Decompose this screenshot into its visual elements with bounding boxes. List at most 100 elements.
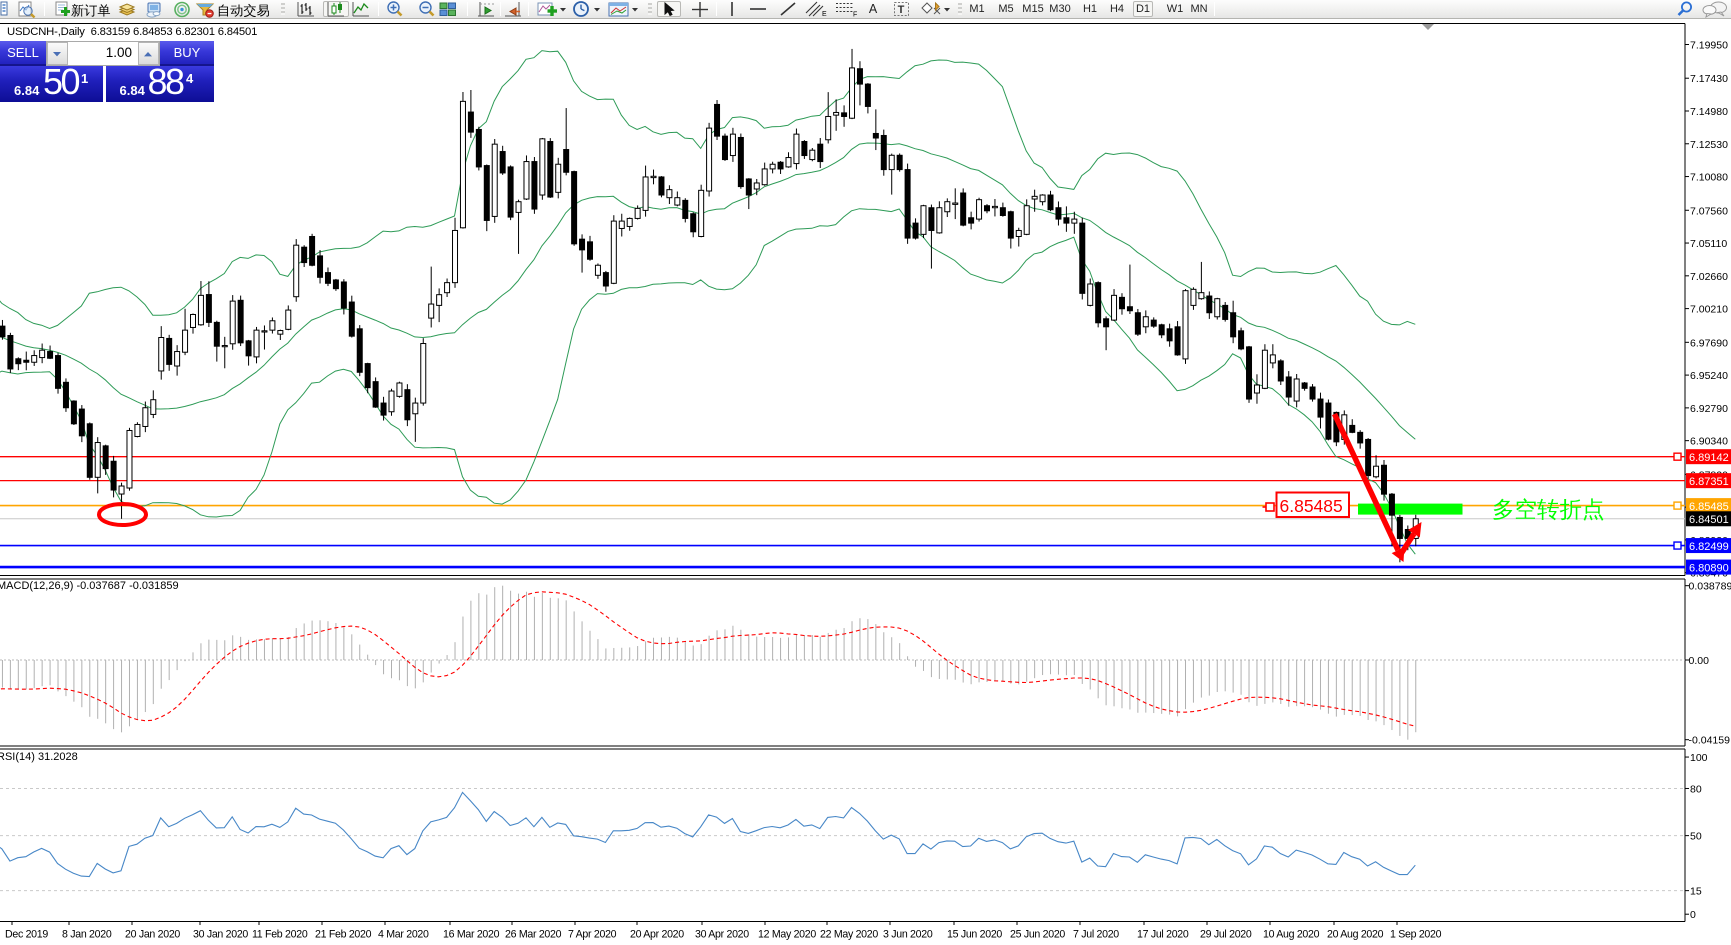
horizontal-line-tool-icon[interactable] (748, 1, 768, 17)
tile-windows-icon[interactable] (438, 1, 458, 17)
toolbar-separator (1214, 2, 1215, 16)
toolbar-separator (716, 2, 717, 16)
periods-icon[interactable] (570, 0, 592, 17)
signals-icon[interactable] (172, 1, 192, 17)
crosshair-tool-icon[interactable] (690, 1, 710, 17)
toolbar-grip (958, 3, 962, 15)
date-label: 30 Apr 2020 (695, 929, 749, 941)
timeframe-H4[interactable]: H4 (1109, 3, 1125, 15)
svg-text:100: 100 (1690, 752, 1708, 764)
timeframe-W1[interactable]: W1 (1166, 3, 1184, 15)
chart-shift-icon[interactable] (476, 1, 496, 17)
cursor-tool-button[interactable] (657, 1, 681, 17)
date-label: 25 Jun 2020 (1010, 929, 1065, 941)
ellipse-annotation[interactable] (97, 502, 148, 527)
date-label: 1 Sep 2020 (1390, 929, 1442, 941)
history-center-icon[interactable] (117, 1, 137, 17)
indicators-caret-icon[interactable] (558, 1, 568, 17)
bar-chart-mode-icon[interactable] (296, 1, 316, 17)
pane-borders (0, 23, 1686, 922)
svg-text:0.038789: 0.038789 (1689, 581, 1731, 593)
buy-price-display[interactable]: 6.84 88 4 (105, 61, 214, 102)
turning-point-label[interactable] (1492, 494, 1627, 522)
chat-icon[interactable] (1702, 1, 1728, 18)
zoom-out-icon[interactable] (417, 1, 437, 17)
auto-trading-icon[interactable] (195, 1, 215, 18)
profile-icon[interactable] (17, 1, 37, 18)
zoom-in-icon[interactable] (385, 1, 405, 17)
svg-text:7.05110: 7.05110 (1690, 238, 1727, 250)
vertical-line-tool-icon[interactable] (722, 1, 742, 17)
buy-button[interactable]: BUY (160, 41, 214, 66)
svg-text:7.12530: 7.12530 (1690, 139, 1728, 151)
rsi-pane (0, 787, 1685, 892)
text-tool-button[interactable]: A (868, 2, 878, 16)
date-label: 30 Jan 2020 (193, 929, 248, 941)
new-order-label[interactable] (71, 2, 113, 22)
timeframe-D1[interactable]: D1 (1133, 1, 1153, 17)
volume-decrease-button[interactable] (47, 42, 68, 65)
svg-text:15: 15 (1690, 886, 1702, 898)
date-label: 8 Jan 2020 (62, 929, 112, 941)
volume-input[interactable]: 1.00 (105, 45, 132, 60)
templates-icon[interactable] (606, 1, 630, 17)
date-label: Dec 2019 (5, 929, 48, 941)
macd-label: MACD(12,26,9) -0.037687 -0.031859 (0, 580, 179, 592)
templates-caret-icon[interactable] (630, 1, 640, 17)
auto-trading-label[interactable] (217, 2, 273, 22)
channel-tool-icon[interactable]: E (805, 1, 829, 17)
svg-text:6.84501: 6.84501 (1689, 514, 1729, 526)
rsi-label: RSI(14) 31.2028 (0, 751, 78, 763)
fibonacci-tool-icon[interactable]: F (835, 1, 859, 17)
highlight-rectangle[interactable] (1358, 503, 1463, 515)
periods-caret-icon[interactable] (592, 1, 602, 17)
search-icon[interactable] (1675, 1, 1695, 17)
sell-price-display[interactable]: 6.84 50 1 (0, 61, 103, 102)
arrow-down-annotation[interactable] (1332, 412, 1401, 552)
indicators-icon[interactable] (536, 1, 560, 17)
price-callout-box[interactable] (1275, 491, 1350, 518)
date-label: 15 Jun 2020 (947, 929, 1002, 941)
trendline-tool-icon[interactable] (778, 1, 798, 17)
bollinger-bands (0, 50, 1416, 555)
svg-text:7.00210: 7.00210 (1690, 304, 1728, 316)
candlestick-mode-button[interactable] (323, 1, 349, 17)
sell-price-small: 6.84 (14, 83, 40, 98)
timeframe-M5[interactable]: M5 (998, 3, 1014, 15)
svg-text:0: 0 (1690, 909, 1696, 921)
text-label-tool-icon[interactable]: T (892, 1, 912, 17)
new-order-icon[interactable] (53, 1, 73, 17)
svg-text:6.80890: 6.80890 (1689, 562, 1729, 574)
candles-layer (0, 48, 1419, 563)
chart-title: USDCNH-,Daily 6.83159 6.84853 6.82301 6.… (7, 26, 258, 38)
timeframe-M30[interactable]: M30 (1049, 3, 1071, 15)
timeframe-MN[interactable]: MN (1190, 3, 1208, 15)
timeframe-H1[interactable]: H1 (1082, 3, 1098, 15)
sell-price-sup: 1 (81, 71, 89, 86)
line-chart-mode-icon[interactable] (351, 1, 371, 17)
date-label: 3 Jun 2020 (883, 929, 933, 941)
date-label: 12 May 2020 (758, 929, 816, 941)
svg-text:6.95240: 6.95240 (1690, 370, 1728, 382)
arrow-up-annotation[interactable] (1396, 532, 1417, 559)
market-watch-icon[interactable] (0, 1, 10, 17)
sell-button[interactable]: SELL (0, 41, 46, 66)
date-label: 26 Mar 2020 (505, 929, 562, 941)
metaquotes-cloud-icon[interactable] (144, 1, 164, 18)
chart-shift-marker[interactable] (1422, 24, 1434, 30)
svg-text:6.97690: 6.97690 (1690, 337, 1728, 349)
one-click-trading-panel: SELL 1.00 BUY 6.84 50 1 6.84 88 4 (0, 41, 214, 102)
svg-text:6.90340: 6.90340 (1690, 436, 1728, 448)
volume-increase-button[interactable] (138, 42, 159, 65)
arrows-caret-icon[interactable] (942, 1, 952, 17)
sell-price-big: 50 (43, 61, 81, 102)
toolbar: E F A T M1 M5 M15 M30 H1 H4 D1 W1 MN (0, 0, 1731, 19)
date-label: 16 Mar 2020 (443, 929, 500, 941)
date-label: 11 Feb 2020 (252, 929, 308, 941)
timeframe-M15[interactable]: M15 (1022, 3, 1044, 15)
timeframe-M1[interactable]: M1 (969, 3, 985, 15)
auto-scroll-icon[interactable] (503, 1, 523, 17)
turning-point-label-glyphs (1493, 498, 1604, 521)
arrows-tool-icon[interactable] (920, 1, 944, 17)
toolbar-separator (528, 2, 529, 16)
